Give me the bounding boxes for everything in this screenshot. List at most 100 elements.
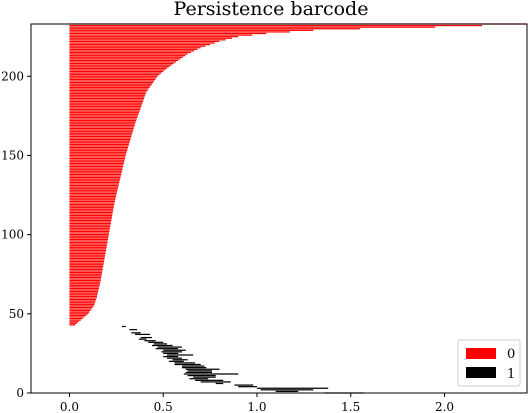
barcode-bar-dim0 [69, 39, 226, 41]
barcode-bar-dim0 [69, 251, 106, 253]
barcode-bar-dim0 [69, 59, 179, 62]
barcode-bar-dim0 [69, 234, 109, 236]
barcode-bar-dim0 [69, 100, 143, 103]
barcode-bar-dim0 [69, 229, 110, 231]
barcode-bar-dim0 [69, 194, 117, 196]
barcode-bar-dim0 [69, 279, 101, 282]
barcode-bar-dim1 [189, 378, 209, 380]
barcode-bar-dim0 [69, 253, 106, 255]
barcode-bar-dim1 [215, 382, 224, 385]
barcode-bar-dim1 [187, 374, 216, 377]
barcode-bar-dim0 [69, 47, 201, 49]
barcode-bar-dim1 [181, 365, 205, 367]
barcode-bar-dim1 [174, 363, 201, 366]
barcode-bar-dim1 [238, 386, 257, 388]
barcode-bar-dim0 [69, 150, 128, 152]
barcode-bar-dim0 [69, 154, 126, 157]
barcode-bar-dim0 [69, 135, 132, 138]
barcode-bar-dim0 [69, 43, 211, 46]
barcode-bar-dim1 [174, 362, 196, 364]
barcode-bar-dim0 [69, 88, 149, 90]
barcode-bar-dim0 [69, 42, 215, 44]
barcode-bar-dim0 [69, 305, 94, 307]
barcode-bar-dim0 [69, 58, 181, 60]
barcode-bar-dim0 [69, 232, 110, 234]
barcode-bar-dim0 [69, 237, 109, 239]
barcode-bar-dim0 [69, 115, 138, 117]
barcode-bar-dim0 [69, 283, 101, 285]
barcode-bar-dim0 [69, 45, 206, 47]
barcode-bar-dim0 [69, 264, 104, 266]
barcode-bar-dim0 [69, 28, 361, 30]
barcode-bar-dim0 [69, 108, 141, 111]
barcode-bar-dim0 [69, 24, 482, 27]
barcode-bar-dim0 [69, 48, 198, 50]
barcode-bar-dim0 [69, 105, 142, 107]
barcode-bar-dim0 [69, 53, 188, 55]
barcode-bar-dim0 [69, 254, 106, 256]
legend-label-1: 1 [507, 367, 515, 382]
barcode-bar-dim0 [69, 177, 121, 179]
barcode-bar-dim0 [69, 81, 154, 84]
barcode-bar-dim0 [69, 77, 157, 79]
x-tick-label: 0.5 [154, 400, 173, 413]
barcode-bar-dim0 [69, 273, 102, 275]
barcode-bar-dim0 [69, 199, 116, 201]
barcode-bar-dim1 [151, 344, 173, 347]
barcode-bar-dim0 [69, 124, 135, 126]
barcode-bar-dim0 [69, 276, 102, 279]
barcode-bar-dim0 [69, 40, 220, 43]
barcode-bar-dim1 [121, 325, 126, 328]
barcode-bar-dim0 [69, 173, 122, 176]
barcode-bar-dim0 [69, 83, 152, 85]
barcode-bar-dim0 [69, 80, 155, 82]
barcode-bar-dim0 [69, 259, 105, 261]
barcode-bar-dim0 [69, 308, 92, 310]
legend-swatch-0 [466, 348, 496, 359]
barcode-bar-dim0 [69, 74, 160, 76]
x-tick-label: 2.0 [435, 400, 454, 413]
barcode-bar-dim1 [166, 354, 194, 356]
axis-ticks: 0.0 0.5 1.0 1.5 2.0 0 50 100 150 200 [1, 69, 454, 413]
barcode-bar-dim0 [69, 29, 314, 31]
barcode-bar-dim0 [69, 26, 436, 28]
barcode-bar-dim1 [163, 352, 179, 355]
barcode-bar-dim1 [129, 329, 137, 331]
barcode-bar-dim0 [69, 56, 183, 58]
barcode-bar-dim0 [69, 78, 156, 81]
barcode-bar-dim0 [69, 196, 116, 198]
barcode-bar-dim0 [69, 113, 139, 115]
barcode-bar-dim0 [69, 221, 112, 223]
barcode-bar-dim1 [157, 346, 182, 348]
barcode-bar-dim0 [69, 188, 118, 190]
barcode-bar-dim0 [69, 32, 267, 35]
barcode-bar-dim0 [69, 208, 114, 210]
barcode-bar-dim0 [69, 123, 136, 125]
barcode-bar-dim0 [69, 303, 95, 305]
barcode-bar-dim0 [69, 265, 104, 267]
barcode-bar-dim0 [69, 245, 107, 247]
barcode-bar-dim1 [153, 343, 167, 345]
chart-title: Persistence barcode [174, 0, 369, 20]
barcode-bar-dim1 [166, 357, 182, 359]
barcode-bar-dim0 [69, 227, 110, 229]
barcode-bar-dim0 [69, 230, 110, 233]
barcode-bar-dim0 [69, 267, 103, 269]
y-tick-label: 200 [1, 69, 24, 83]
barcode-bar-dim0 [69, 104, 142, 106]
barcode-bar-dim0 [69, 205, 114, 207]
barcode-bar-dim0 [69, 319, 81, 321]
barcode-bar-dim0 [69, 238, 108, 240]
barcode-bar-dim1 [256, 387, 329, 389]
barcode-bar-dim0 [69, 137, 131, 139]
barcode-bar-dim0 [69, 165, 124, 168]
barcode-bar-dim0 [69, 66, 170, 68]
barcode-bar-dim1 [163, 349, 186, 351]
barcode-bar-dim0 [69, 151, 127, 153]
y-tick-label: 0 [16, 386, 24, 400]
plot-frame [30, 23, 528, 394]
barcode-bar-dim0 [69, 219, 112, 221]
barcode-bar-dim0 [69, 203, 115, 206]
barcode-bar-dim0 [69, 36, 239, 38]
barcode-bar-dim0 [69, 260, 105, 263]
